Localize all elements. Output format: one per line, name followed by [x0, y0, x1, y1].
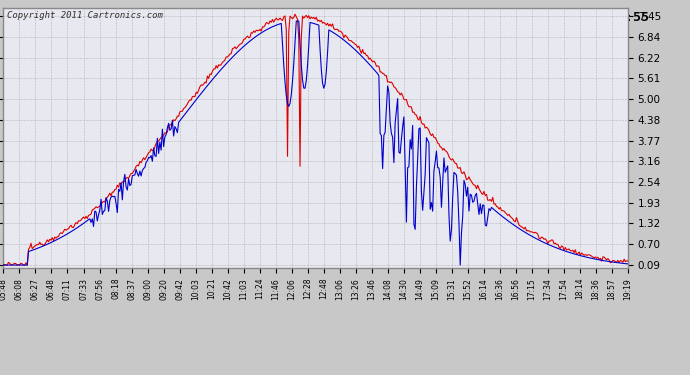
Text: West Array Current (red)/East Array Current (DC Amps blue)  Mon May 30 19:55: West Array Current (red)/East Array Curr… — [41, 11, 649, 24]
Text: Copyright 2011 Cartronics.com: Copyright 2011 Cartronics.com — [7, 11, 162, 20]
